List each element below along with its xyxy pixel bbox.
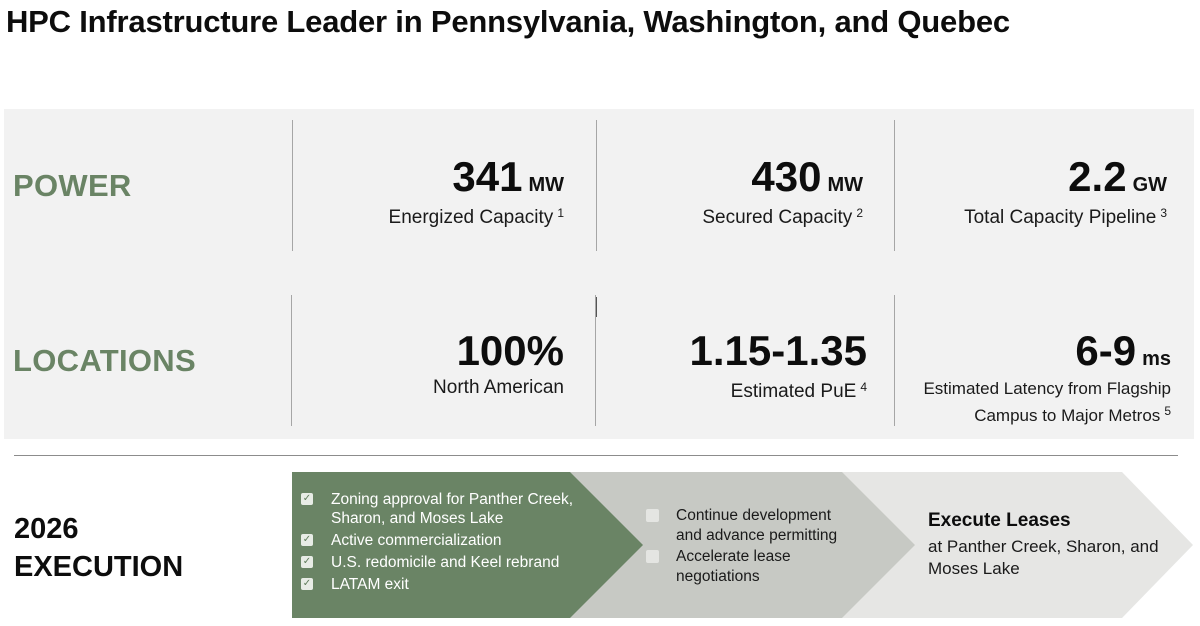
locations-label: LOCATIONS (13, 343, 196, 378)
checkbox-checked-icon: ✓ (301, 578, 313, 590)
metric-unit: MW (528, 174, 564, 196)
in-progress-list: Continue development and advance permitt… (645, 506, 846, 588)
list-item: ✓ U.S. redomicile and Keel rebrand (301, 553, 586, 572)
item-text: U.S. redomicile and Keel rebrand (331, 554, 560, 571)
footnote-ref: 2 (856, 206, 863, 220)
power-label: POWER (13, 168, 132, 203)
footnote-ref: 4 (860, 380, 867, 394)
metric-estimated-pue: 1.15-1.35 Estimated PuE 4 (690, 330, 867, 403)
execution-heading: EXECUTION (14, 551, 184, 583)
list-item: ✓ Active commercialization (301, 531, 586, 550)
metric-total-pipeline: 2.2 GW Total Capacity Pipeline 3 (964, 156, 1167, 229)
list-item: ✓ LATAM exit (301, 575, 586, 594)
metric-desc: Estimated Latency from Flagship (923, 379, 1171, 398)
metric-value: 2.2 (1068, 153, 1127, 200)
footnote-ref: 5 (1164, 404, 1171, 418)
metric-secured-capacity: 430 MW Secured Capacity 2 (702, 156, 863, 229)
list-item: Accelerate lease negotiations (645, 547, 846, 587)
item-text: Zoning approval for Panther Creek, Sharo… (331, 491, 574, 527)
final-step: Execute Leases at Panther Creek, Sharon,… (928, 510, 1168, 580)
list-item: ✓ Zoning approval for Panther Creek, Shar… (301, 490, 586, 528)
page-title: HPC Infrastructure Leader in Pennsylvani… (6, 4, 1010, 39)
execution-year: 2026 (14, 513, 79, 545)
divider (894, 120, 895, 251)
section-divider (14, 455, 1178, 456)
metric-value: 341 (452, 153, 523, 200)
final-step-body: at Panther Creek, Sharon, and Moses Lake (928, 537, 1159, 578)
metrics-panel (4, 109, 1194, 439)
item-text: LATAM exit (331, 576, 409, 593)
checkbox-checked-icon: ✓ (301, 556, 313, 568)
divider (596, 120, 597, 251)
metric-desc: Total Capacity Pipeline (964, 207, 1157, 228)
checkbox-checked-icon: ✓ (301, 493, 313, 505)
divider (291, 295, 292, 426)
metric-energized-capacity: 341 MW Energized Capacity 1 (389, 156, 564, 229)
final-step-heading: Execute Leases (928, 510, 1071, 531)
metric-value: 6-9 (1075, 327, 1137, 374)
list-item: Continue development and advance permitt… (645, 506, 846, 546)
arrow-light (820, 472, 1193, 618)
metric-value: 100% (456, 327, 564, 374)
metric-unit: ms (1142, 348, 1171, 370)
metric-unit: MW (827, 174, 863, 196)
arrow-mid (560, 472, 915, 618)
item-text: Continue development and advance permitt… (676, 507, 838, 544)
execution-label: 2026 EXECUTION (14, 510, 183, 586)
divider (596, 297, 597, 317)
footnote-ref: 1 (557, 206, 564, 220)
metric-desc: North American (433, 377, 564, 398)
divider (894, 295, 895, 426)
checkbox-checked-icon: ✓ (301, 534, 313, 546)
item-text: Accelerate lease negotiations (676, 548, 791, 585)
divider (595, 295, 596, 426)
metric-value: 430 (751, 153, 822, 200)
item-text: Active commercialization (331, 532, 502, 549)
metric-unit: GW (1132, 174, 1167, 196)
footnote-ref: 3 (1160, 206, 1167, 220)
completed-list: ✓ Zoning approval for Panther Creek, Shar… (301, 490, 586, 597)
metric-latency: 6-9 ms Estimated Latency from Flagship Ca… (923, 330, 1171, 427)
arrow-green (292, 472, 643, 618)
divider (292, 120, 293, 251)
checkbox-empty-icon (646, 550, 659, 563)
metric-desc: Secured Capacity (702, 207, 853, 228)
metric-value: 1.15-1.35 (689, 327, 867, 374)
checkbox-empty-icon (646, 509, 659, 522)
metric-desc: Energized Capacity (388, 207, 554, 228)
metric-desc: Campus to Major Metros (974, 406, 1161, 425)
metric-north-american: 100% North American (433, 330, 564, 399)
metric-desc: Estimated PuE (730, 381, 857, 402)
